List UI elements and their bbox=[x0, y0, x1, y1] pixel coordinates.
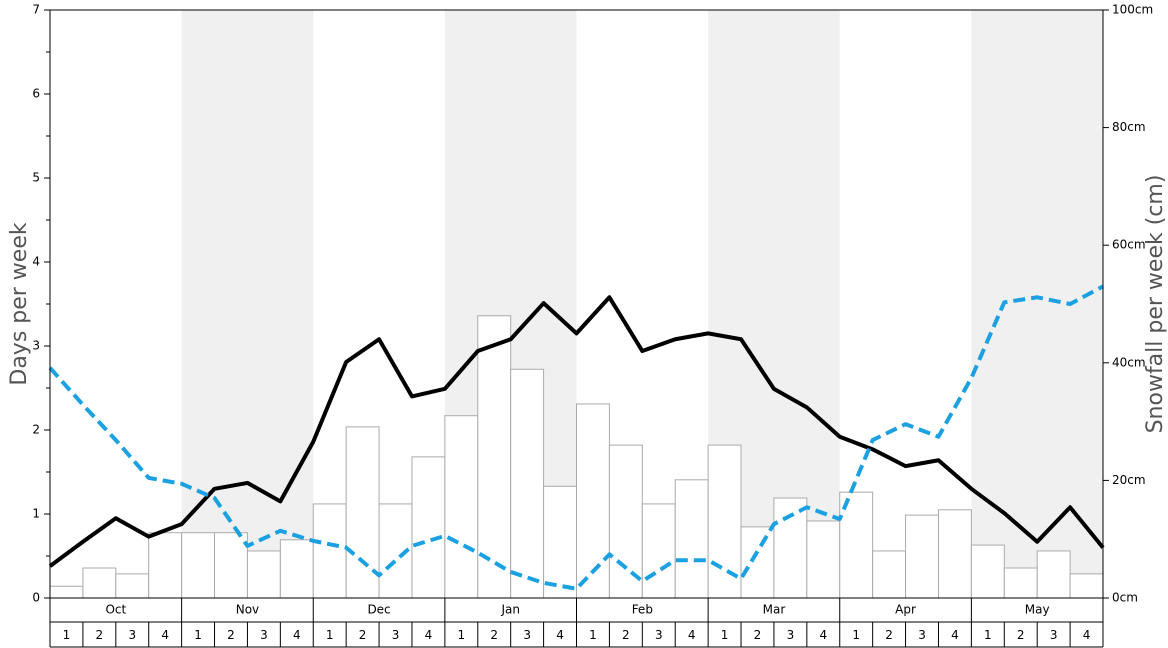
y-tick-label: 4 bbox=[32, 255, 40, 269]
y2-tick-label: 20cm bbox=[1112, 473, 1146, 487]
bar bbox=[707, 444, 742, 599]
y-tick-label: 0 bbox=[32, 591, 40, 605]
week-label: 2 bbox=[622, 628, 630, 642]
week-label: 4 bbox=[951, 628, 959, 642]
bar bbox=[49, 585, 84, 599]
bar bbox=[312, 503, 347, 599]
y2-tick-label: 100cm bbox=[1112, 3, 1153, 17]
y-tick-label: 6 bbox=[32, 87, 40, 101]
week-label: 1 bbox=[589, 628, 597, 642]
month-label: Mar bbox=[763, 603, 786, 617]
week-label: 4 bbox=[425, 628, 433, 642]
week-label: 2 bbox=[490, 628, 498, 642]
month-label: Oct bbox=[105, 603, 126, 617]
month-shade bbox=[181, 10, 314, 598]
week-label: 4 bbox=[161, 628, 169, 642]
week-label: 3 bbox=[918, 628, 926, 642]
month-label: May bbox=[1025, 603, 1050, 617]
bar bbox=[806, 520, 841, 599]
y2-tick-label: 80cm bbox=[1112, 120, 1146, 134]
bar bbox=[411, 456, 446, 599]
week-label: 2 bbox=[1017, 628, 1025, 642]
week-label: 1 bbox=[721, 628, 729, 642]
week-label: 3 bbox=[1050, 628, 1058, 642]
week-label: 1 bbox=[852, 628, 860, 642]
bar bbox=[740, 526, 775, 599]
week-label: 1 bbox=[458, 628, 466, 642]
y-tick-label: 7 bbox=[32, 3, 40, 17]
month-label: Dec bbox=[367, 603, 390, 617]
y2-tick-label: 40cm bbox=[1112, 355, 1146, 369]
line bbox=[48, 295, 1105, 568]
bar bbox=[1036, 550, 1071, 599]
bar bbox=[510, 368, 545, 599]
bar bbox=[937, 509, 972, 599]
month-label: Feb bbox=[632, 603, 653, 617]
week-label: 1 bbox=[194, 628, 202, 642]
bar bbox=[543, 485, 577, 599]
y2-axis-label: Snowfall per week (cm) bbox=[1143, 175, 1168, 434]
week-label: 1 bbox=[984, 628, 992, 642]
week-label: 1 bbox=[63, 628, 71, 642]
y-tick-label: 1 bbox=[32, 507, 40, 521]
bar bbox=[444, 415, 479, 599]
bar bbox=[970, 544, 1005, 599]
line bbox=[48, 284, 1104, 591]
week-label: 4 bbox=[688, 628, 696, 642]
bar bbox=[181, 532, 216, 599]
week-label: 4 bbox=[293, 628, 301, 642]
week-label: 2 bbox=[227, 628, 235, 642]
bar bbox=[82, 567, 117, 599]
bar bbox=[576, 403, 610, 599]
bar bbox=[641, 503, 676, 599]
bar bbox=[905, 514, 939, 599]
bar bbox=[872, 550, 907, 599]
y2-tick-label: 0cm bbox=[1112, 591, 1138, 605]
week-label: 4 bbox=[1083, 628, 1091, 642]
week-label: 2 bbox=[96, 628, 104, 642]
bar bbox=[608, 444, 643, 599]
week-label: 4 bbox=[819, 628, 827, 642]
bar bbox=[773, 497, 808, 599]
bar bbox=[279, 539, 314, 599]
bar bbox=[148, 532, 183, 599]
week-label: 3 bbox=[128, 628, 136, 642]
week-label: 2 bbox=[754, 628, 762, 642]
y-tick-label: 3 bbox=[32, 339, 40, 353]
bar bbox=[214, 532, 248, 599]
week-label: 2 bbox=[359, 628, 367, 642]
week-label: 4 bbox=[556, 628, 564, 642]
bar bbox=[1003, 567, 1038, 599]
week-label: 3 bbox=[787, 628, 795, 642]
week-label: 3 bbox=[655, 628, 663, 642]
week-label: 1 bbox=[326, 628, 334, 642]
week-label: 3 bbox=[523, 628, 531, 642]
bar bbox=[674, 479, 709, 599]
week-label: 3 bbox=[392, 628, 400, 642]
month-label: Jan bbox=[500, 603, 520, 617]
y2-tick-label: 60cm bbox=[1112, 238, 1146, 252]
y-axis-label: Days per week bbox=[7, 222, 32, 385]
month-shade bbox=[971, 10, 1103, 598]
month-label: Nov bbox=[236, 603, 259, 617]
week-label: 3 bbox=[260, 628, 268, 642]
y-tick-label: 2 bbox=[32, 423, 40, 437]
bar bbox=[246, 550, 281, 599]
month-label: Apr bbox=[895, 603, 916, 617]
bar bbox=[1069, 573, 1104, 599]
y-tick-label: 5 bbox=[32, 171, 40, 185]
week-label: 2 bbox=[885, 628, 893, 642]
bar bbox=[115, 573, 150, 599]
